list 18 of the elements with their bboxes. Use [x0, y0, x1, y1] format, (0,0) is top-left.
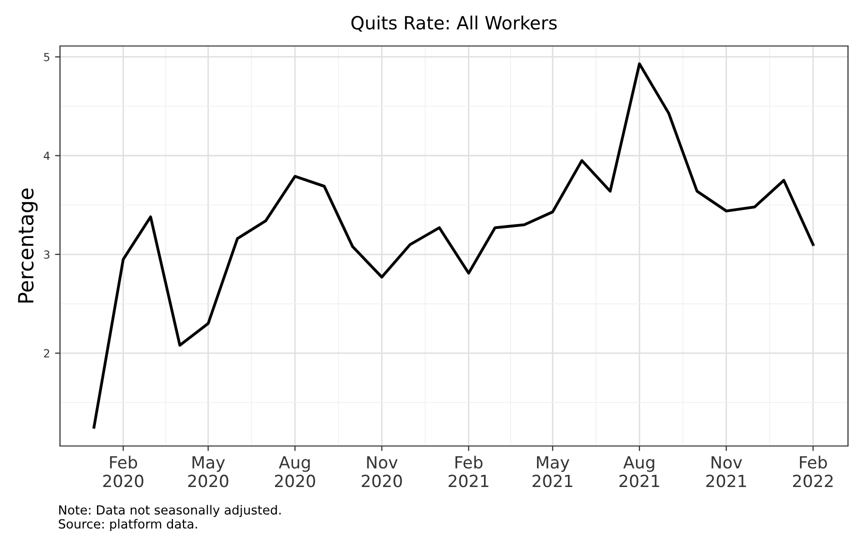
x-tick-label: Feb 2022 — [793, 456, 833, 488]
y-axis-title: Percentage — [18, 188, 38, 303]
y-tick-label: 3 — [44, 250, 50, 259]
x-tick-label: May 2020 — [188, 456, 228, 488]
x-tick-label: Nov 2020 — [362, 456, 402, 488]
chart-title: Quits Rate: All Workers — [351, 16, 557, 32]
x-tick-label: Aug 2020 — [274, 456, 316, 488]
x-tick-label: Feb 2021 — [448, 456, 488, 488]
x-tick-label: May 2021 — [532, 456, 572, 488]
text: Note: Data not seasonally adjusted. — [59, 504, 281, 518]
y-tick-label: 4 — [44, 152, 50, 160]
x-tick-label: Feb 2020 — [103, 456, 144, 488]
y-tick-label: 2 — [44, 349, 50, 358]
x-tick-label: Aug 2021 — [619, 456, 660, 488]
x-tick-label: Nov 2021 — [706, 456, 746, 488]
line-series — [92, 62, 814, 429]
source-note: Source: platform data. — [58, 518, 197, 532]
y-tick-label: 5 — [44, 52, 50, 62]
